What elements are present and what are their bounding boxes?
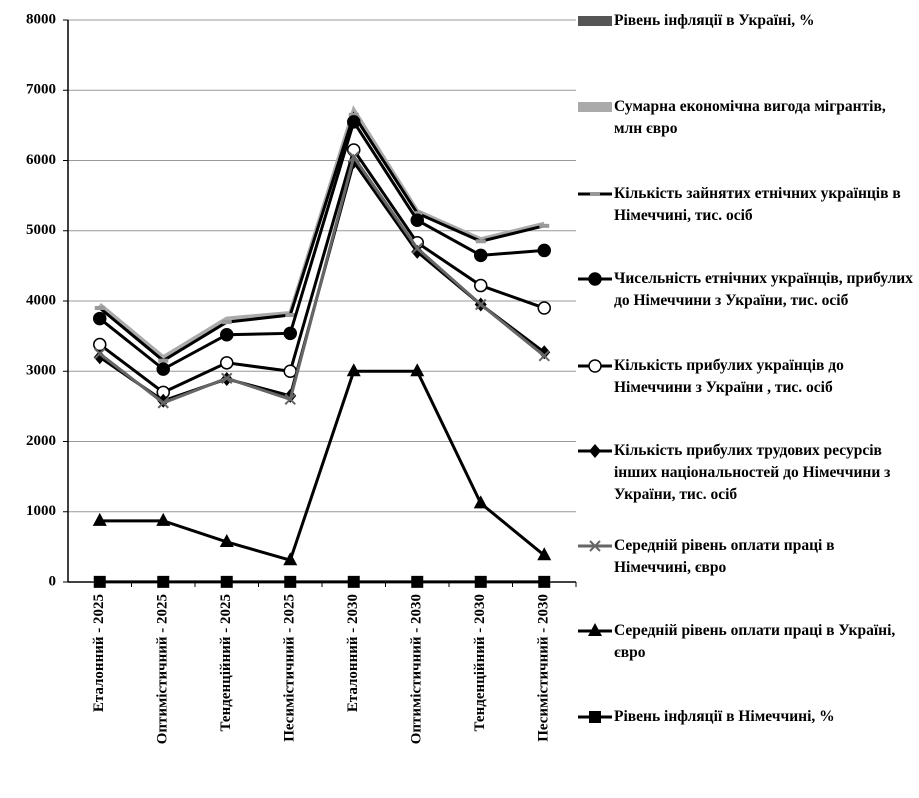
legend-swatch [578,102,612,112]
y-tick-label: 2000 [26,433,56,449]
marker [283,552,298,566]
marker [411,575,424,588]
marker [589,540,601,552]
marker [537,243,551,258]
marker [220,356,234,370]
x-tick-label: Еталонний - 2030 [345,594,361,712]
marker [283,326,297,341]
y-tick-label: 6000 [26,152,56,168]
marker [411,244,424,259]
marker [93,575,106,588]
marker [588,272,602,286]
marker [588,623,602,636]
legend-label: Середній рівень оплати праці в Німеччині… [614,537,835,576]
marker [473,495,488,509]
marker [219,533,234,547]
legend-label: Кількість прибулих трудових ресурсів інш… [614,442,891,503]
series-line [98,146,545,395]
marker [538,345,551,360]
marker [474,248,488,263]
legend-label: Чисельність етнічних українців, прибулих… [614,270,913,309]
series-line [99,369,546,563]
x-tick-label: Песимістичний - 2030 [536,594,552,742]
series-line [98,111,545,363]
marker [284,575,297,588]
legend-label: Кількість прибулих українців до Німеччин… [614,357,844,396]
x-tick-label: Тенденційний - 2030 [472,594,488,732]
marker [346,363,361,377]
marker [410,213,424,227]
marker [92,512,107,526]
y-tick-label: 8000 [26,11,56,27]
marker [410,363,425,377]
series-line [98,118,545,371]
x-tick-label: Еталонний - 2025 [91,594,107,712]
legend-label: Рівень інфляції в Україні, % [614,12,815,29]
marker [157,393,170,408]
marker [589,444,601,458]
legend-label: Середній рівень оплати праці в Україні, … [614,622,896,661]
marker [221,372,233,384]
series-line [98,105,545,360]
y-tick-label: 5000 [26,222,56,238]
legend-label: Сумарна економічна вигода мігрантів, млн… [614,98,886,137]
y-tick-label: 4000 [26,292,56,308]
marker [93,311,107,326]
marker [93,350,106,365]
marker [220,327,234,342]
marker [588,359,602,373]
x-tick-label: Оптимістичний - 2025 [155,594,171,744]
marker [157,397,169,409]
series-line [98,153,546,405]
marker [537,301,551,315]
legend-swatch [578,16,612,26]
x-tick-label: Песимістичний - 2025 [282,594,298,742]
marker [348,151,360,163]
marker [347,575,360,588]
marker [157,575,170,588]
marker [411,242,423,255]
marker [284,393,296,406]
x-tick-label: Оптимістичний - 2030 [409,594,425,744]
marker [475,298,487,311]
marker [474,278,488,293]
marker [156,362,170,376]
marker [538,575,551,588]
marker [589,711,601,723]
marker [94,347,106,360]
marker [347,115,361,129]
marker [220,575,233,588]
y-tick-label: 3000 [26,363,56,379]
legend-label: Рівень інфляції в Німеччині, % [614,708,835,725]
y-tick-label: 1000 [26,503,56,519]
legend-label: Кількість зайнятих етнічних українців в … [614,185,901,224]
marker [538,350,550,362]
x-tick-label: Тенденційний - 2025 [218,594,234,732]
y-tick-label: 0 [49,573,57,589]
marker [474,575,487,588]
y-tick-label: 7000 [26,82,56,98]
marker [537,547,552,561]
marker [156,512,171,526]
